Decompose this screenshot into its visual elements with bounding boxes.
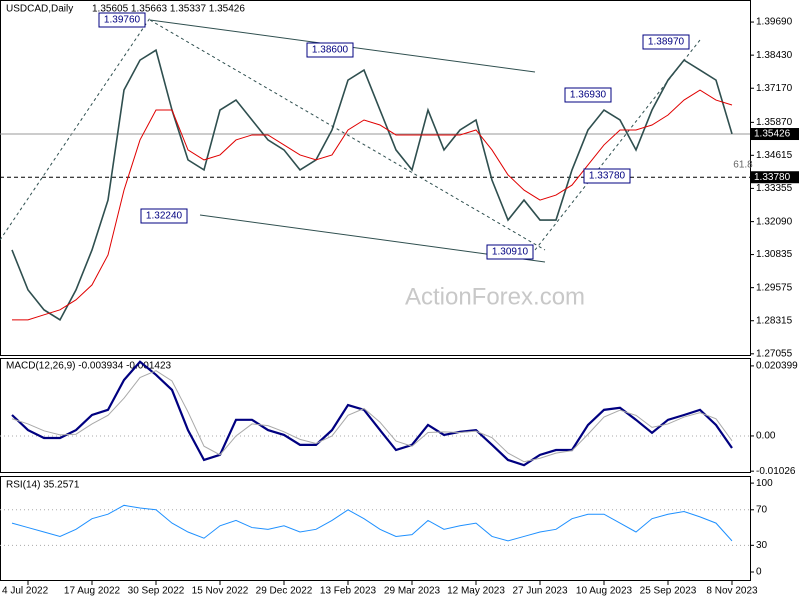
y-tick-label: 70 [756,504,768,515]
y-tick-label: -0.01026 [756,466,796,477]
level-label-box [751,128,799,141]
annotation: 1.38970 [648,37,685,48]
chart-subtitle: 1.35605 1.35663 1.35337 1.35426 [92,4,245,15]
y-tick-label: 1.28315 [756,315,793,326]
series-line [11,360,733,467]
y-tick-label: 1.30835 [756,249,793,260]
y-tick-label: 0 [756,567,762,578]
x-tick-label: 10 Aug 2023 [576,586,633,597]
x-tick-label: 29 Mar 2023 [384,586,441,597]
annotation-box [583,168,631,184]
x-tick-label: 13 Feb 2023 [320,586,377,597]
y-tick-label: 1.37170 [756,83,793,94]
annotation: 1.32240 [146,211,183,222]
x-tick-label: 15 Nov 2022 [192,586,249,597]
annotation-box [140,208,188,224]
annotation-box [98,12,146,28]
y-tick-label: 1.35870 [756,117,793,128]
x-tick-label: 4 Jul 2022 [2,586,49,597]
y-tick-label: 0.020399 [756,361,798,372]
rsi-title: RSI(14) 35.2571 [6,480,80,491]
level-label-box [751,171,799,184]
dashed-trend [149,19,546,251]
annotation: 1.39760 [104,15,141,26]
series-line [11,48,733,321]
series-line [11,370,733,463]
annotation-box [564,87,612,103]
x-tick-label: 29 Dec 2022 [256,586,313,597]
annotation: 61.8 [733,160,753,171]
rsi-frame [0,476,751,581]
main-frame [0,0,751,356]
y-tick-label: 1.34615 [756,150,793,161]
y-tick-label: 1.39690 [756,17,793,28]
annotation: 1.36930 [570,90,607,101]
level-label: 1.35426 [754,129,791,140]
level-label: 1.33780 [754,172,791,183]
x-tick-label: 27 Jun 2023 [512,586,567,597]
annotation: 1.33780 [589,171,626,182]
y-tick-label: 1.29575 [756,282,793,293]
chart-title: USDCAD,Daily [6,4,73,15]
series-line [12,89,733,321]
panel-frames [0,0,751,581]
x-tick-label: 17 Aug 2022 [64,586,121,597]
annotation: 1.38600 [312,45,349,56]
x-tick-label: 25 Sep 2023 [640,586,697,597]
macd-title: MACD(12,26,9) -0.003934 -0.001423 [6,361,172,372]
annotation: 1.30910 [492,247,529,258]
y-tick-label: 0.00 [756,431,776,442]
x-tick-label: 30 Sep 2022 [128,586,185,597]
x-tick-label: 12 May 2023 [447,586,505,597]
macd-frame [0,358,751,473]
y-tick-label: 1.32090 [756,216,793,227]
annotation-box [486,244,534,260]
y-tick-label: 100 [756,478,773,489]
dashed-trend [0,17,151,241]
annotation-box [306,42,354,58]
series-line [11,504,733,542]
watermark: ActionForex.com [405,283,585,310]
y-tick-label: 30 [756,540,768,551]
annotation-box [642,34,690,50]
y-tick-label: 1.27055 [756,348,793,359]
x-tick-label: 8 Nov 2023 [706,586,758,597]
y-tick-label: 1.38430 [756,50,793,61]
y-tick-label: 1.33355 [756,183,793,194]
